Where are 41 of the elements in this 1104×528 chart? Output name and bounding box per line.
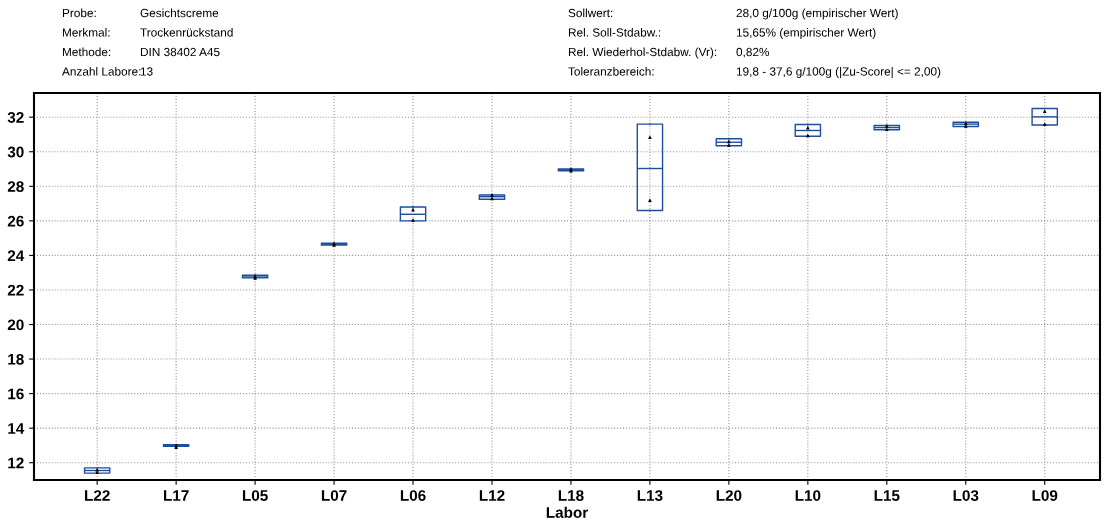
y-tick-label: 12 — [8, 457, 24, 469]
x-tick-label: L18 — [558, 490, 584, 501]
x-axis-title: Labor — [546, 506, 588, 518]
x-tick-label: L06 — [400, 490, 426, 501]
text: 13 — [140, 67, 153, 76]
y-tick-label: 14 — [8, 423, 25, 434]
x-tick-label: L12 — [479, 490, 505, 501]
text: Probe: — [62, 8, 96, 18]
x-tick-label: L05 — [242, 490, 268, 501]
text: 19,8 - 37,6 g/100g (|Zu-Score| <= 2,00) — [736, 66, 941, 79]
text: Rel. Wiederhol-Stdabw. (Vr): — [568, 47, 717, 59]
y-tick-label: 32 — [7, 112, 24, 123]
text: Methode: — [62, 47, 111, 57]
x-tick-label: L22 — [85, 490, 110, 501]
x-tick-label: L17 — [163, 490, 189, 501]
y-tick-label: 18 — [8, 353, 24, 365]
text: 15,65% (empirischer Wert) — [736, 28, 876, 39]
y-tick-label: 16 — [8, 388, 24, 400]
x-tick-label: L15 — [874, 490, 900, 501]
text: Trockenrückstand — [140, 28, 233, 37]
y-tick-label: 30 — [7, 146, 24, 158]
y-tick-label: 20 — [7, 319, 24, 331]
text: Anzahl Labore: — [62, 67, 141, 76]
text: DIN 38402 A45 — [140, 47, 220, 57]
x-tick-label: L09 — [1032, 490, 1058, 501]
x-tick-label: L20 — [716, 490, 742, 501]
text: 0,82% — [736, 47, 770, 58]
x-tick-label: L03 — [953, 490, 979, 501]
text: Sollwert: — [568, 8, 613, 18]
y-tick-label: 28 — [7, 181, 24, 192]
text: Rel. Soll-Stdabw.: — [568, 28, 661, 37]
x-tick-label: L10 — [795, 490, 821, 501]
x-tick-label: L07 — [321, 490, 347, 501]
text: Toleranzbereich: — [568, 67, 654, 76]
y-tick-label: 26 — [7, 215, 24, 227]
text: 28,0 g/100g (empirischer Wert) — [736, 8, 898, 20]
text: Merkmal: — [62, 28, 110, 37]
y-tick-label: 24 — [7, 250, 25, 261]
x-tick-label: L13 — [637, 490, 663, 501]
y-tick-label: 22 — [7, 284, 24, 296]
text: Gesichtscreme — [140, 8, 219, 18]
